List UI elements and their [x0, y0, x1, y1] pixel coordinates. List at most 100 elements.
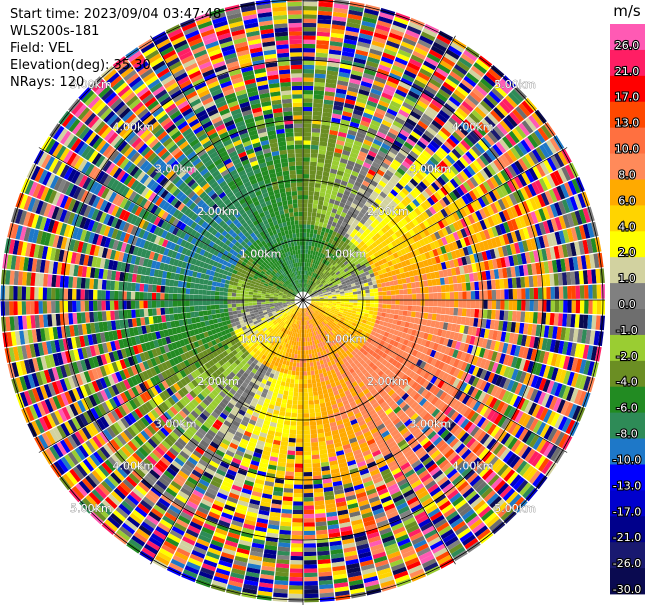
velocity-gate	[443, 432, 453, 442]
velocity-gate	[395, 361, 402, 369]
velocity-gate	[517, 300, 522, 311]
velocity-gate	[361, 303, 366, 307]
velocity-gate	[521, 120, 534, 134]
velocity-gate	[563, 182, 574, 197]
velocity-gate	[489, 440, 501, 453]
velocity-gate	[316, 247, 320, 252]
velocity-gate	[337, 340, 343, 346]
velocity-gate	[390, 290, 396, 295]
velocity-gate	[294, 383, 299, 389]
velocity-gate	[496, 171, 507, 184]
velocity-gate	[324, 193, 331, 199]
velocity-gate	[414, 248, 421, 256]
velocity-gate	[343, 217, 349, 224]
velocity-gate	[295, 455, 303, 460]
velocity-gate	[371, 364, 378, 371]
velocity-gate	[475, 232, 483, 243]
velocity-gate	[441, 329, 447, 338]
velocity-gate	[408, 257, 415, 265]
velocity-gate	[325, 154, 333, 161]
velocity-gate	[317, 390, 324, 396]
velocity-gate	[396, 152, 407, 161]
velocity-gate	[416, 337, 423, 345]
velocity-gate	[502, 378, 511, 390]
velocity-gate	[283, 424, 290, 430]
velocity-gate	[283, 369, 289, 374]
velocity-gate	[428, 286, 433, 293]
velocity-gate	[332, 328, 338, 333]
velocity-gate	[333, 152, 342, 158]
velocity-gate	[379, 123, 390, 132]
velocity-gate	[308, 284, 311, 289]
velocity-gate	[527, 263, 533, 276]
velocity-gate	[372, 314, 377, 320]
velocity-gate	[335, 292, 341, 295]
velocity-gate	[306, 271, 309, 276]
velocity-gate	[320, 262, 324, 268]
velocity-gate	[476, 171, 486, 183]
velocity-gate	[446, 99, 459, 110]
velocity-gate	[456, 60, 470, 72]
velocity-gate	[528, 311, 534, 324]
velocity-gate	[443, 123, 455, 134]
velocity-gate	[303, 140, 311, 145]
velocity-gate	[310, 294, 315, 297]
velocity-gate	[370, 300, 375, 304]
velocity-gate	[402, 310, 408, 316]
velocity-gate	[460, 351, 467, 361]
velocity-gate	[285, 378, 291, 383]
velocity-gate	[303, 396, 309, 401]
velocity-gate	[282, 496, 293, 502]
velocity-gate	[378, 16, 393, 24]
velocity-gate	[537, 312, 543, 324]
velocity-gate	[421, 178, 431, 188]
velocity-gate	[312, 462, 321, 468]
velocity-gate	[510, 89, 524, 103]
velocity-gate	[450, 424, 460, 435]
velocity-gate	[373, 111, 385, 120]
velocity-gate	[392, 384, 400, 392]
velocity-gate	[368, 285, 374, 290]
velocity-gate	[435, 439, 446, 450]
velocity-gate	[368, 361, 375, 368]
velocity-gate	[463, 136, 474, 148]
velocity-gate	[309, 254, 313, 259]
velocity-gate	[414, 343, 421, 351]
velocity-gate	[296, 438, 303, 443]
velocity-gate	[431, 313, 437, 321]
velocity-gate	[337, 135, 346, 142]
velocity-gate	[499, 120, 512, 133]
velocity-gate	[408, 370, 416, 379]
velocity-gate	[344, 213, 351, 220]
velocity-gate	[322, 291, 327, 294]
velocity-gate	[303, 287, 305, 292]
velocity-gate	[455, 460, 467, 471]
velocity-gate	[316, 529, 328, 535]
velocity-gate	[344, 290, 349, 294]
velocity-gate	[359, 218, 367, 225]
velocity-gate	[427, 364, 434, 373]
velocity-gate	[479, 328, 486, 338]
velocity-gate	[515, 125, 527, 139]
velocity-gate	[344, 204, 351, 210]
velocity-gate	[424, 340, 431, 348]
velocity-gate	[454, 64, 468, 76]
velocity-gate	[315, 373, 320, 379]
velocity-gate	[458, 197, 467, 207]
velocity-gate	[504, 419, 514, 432]
velocity-gate	[323, 313, 328, 318]
velocity-gate	[333, 105, 344, 111]
velocity-gate	[464, 317, 471, 326]
velocity-gate	[351, 310, 357, 314]
velocity-gate	[379, 202, 387, 210]
velocity-gate	[311, 450, 320, 456]
velocity-gate	[412, 175, 422, 184]
velocity-gate	[328, 313, 333, 317]
velocity-gate	[367, 150, 377, 158]
velocity-gate	[385, 169, 394, 178]
velocity-gate	[386, 131, 397, 140]
velocity-gate	[315, 296, 320, 298]
velocity-gate	[424, 251, 431, 260]
velocity-gate	[303, 81, 314, 86]
velocity-gate	[385, 135, 395, 144]
